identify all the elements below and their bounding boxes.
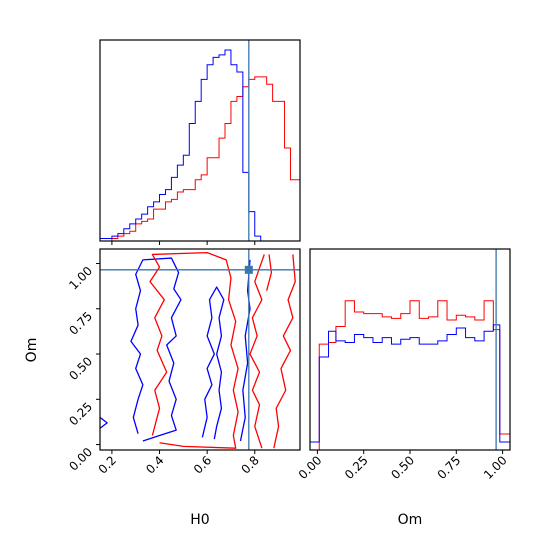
contour-red-7	[266, 254, 273, 291]
x-axis-label-h0: H0	[190, 512, 209, 528]
y-tick-label: 1.00	[66, 264, 95, 293]
contour-blue-3	[100, 416, 108, 429]
y-tick-label: 0.50	[66, 354, 95, 383]
hist-h0-frame	[99, 39, 301, 242]
contour-blue-0	[130, 257, 182, 442]
x-tick-label: 0.00	[296, 453, 325, 482]
y-tick-label: 0.75	[66, 309, 95, 338]
x-tick-label: 0.6	[191, 453, 214, 476]
contour-red-4	[149, 251, 239, 449]
x-axis-label-om: Om	[398, 512, 423, 528]
x-tick-label: 0.8	[238, 453, 261, 476]
hist-series-red	[100, 76, 300, 242]
hist-om-frame	[309, 248, 511, 451]
x-tick-label: 1.00	[481, 453, 510, 482]
contour-blue-2	[239, 259, 251, 442]
y-tick-label: 0.00	[66, 445, 95, 474]
contour-red-6	[273, 254, 296, 449]
contour-frame	[99, 248, 301, 451]
hist-series-blue	[100, 49, 300, 242]
y-tick-label: 0.25	[66, 400, 95, 429]
hist-series-red	[310, 300, 510, 451]
hist-om-panel: 0.00 0.25 0.50 0.75 1.00	[296, 248, 511, 482]
truth-marker	[244, 265, 253, 274]
hist-series-blue	[310, 324, 510, 443]
contour-panel: 0.2 0.4 0.6 0.8 0.00 0.25 0.50 0.75 1.00	[66, 248, 301, 477]
contour-lines	[100, 251, 296, 449]
contour-blue-1	[201, 286, 225, 440]
x-tick-label: 0.4	[143, 453, 166, 476]
x-tick-label: 0.75	[435, 453, 464, 482]
x-tick-label: 0.25	[342, 453, 371, 482]
contour-red-5	[249, 254, 265, 449]
y-axis-label-om: Om	[24, 338, 40, 363]
x-tick-label: 0.2	[96, 453, 119, 476]
x-tick-label: 0.50	[388, 453, 417, 482]
hist-h0-panel	[99, 39, 301, 245]
